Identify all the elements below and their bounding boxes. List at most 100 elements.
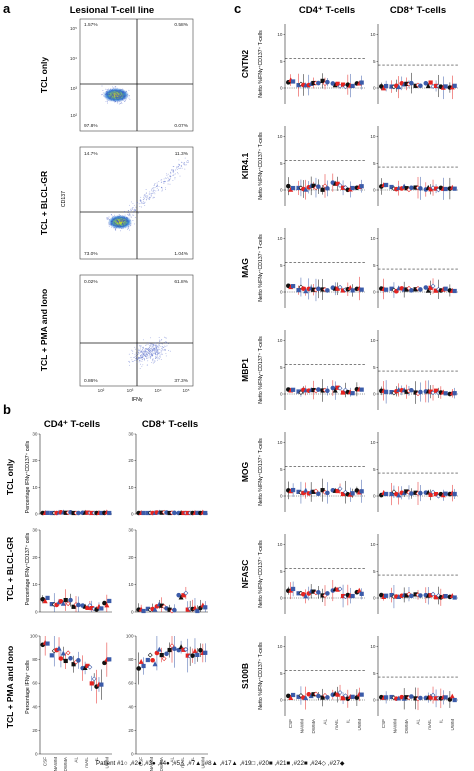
facs-event <box>111 89 113 91</box>
data-point <box>102 660 107 666</box>
b-plot-cd8: 0 20 40 60 80 100 CSF NAWM DWMA AL mAIL IL UWM <box>126 634 208 771</box>
facs-event <box>172 180 174 182</box>
y-tick-label: 0 <box>373 596 376 601</box>
facs-event <box>166 345 168 347</box>
facs-event <box>132 214 134 216</box>
facs-event <box>144 196 146 198</box>
facs-event <box>151 346 153 348</box>
facs-event <box>119 218 121 220</box>
c-plot-cd4: 0 5 10 <box>277 126 365 206</box>
facs-event <box>113 225 115 227</box>
facs-event <box>113 97 115 99</box>
facs-event <box>118 98 120 100</box>
facs-event <box>144 349 146 351</box>
y-tick-label: 10 <box>277 32 283 37</box>
category-label: AL <box>74 757 79 763</box>
facs-event <box>123 226 125 228</box>
facs-event <box>111 223 113 225</box>
facs-event <box>154 355 156 357</box>
facs-event <box>112 95 114 96</box>
facs-event <box>129 211 131 213</box>
data-point <box>145 657 150 663</box>
facs-event <box>148 347 150 349</box>
data-point <box>107 657 112 662</box>
patient-legend: Patient #1○ ,#2● ,#3● ,#4● ,#5△ ,#7▲ ,#8… <box>96 760 345 767</box>
facs-event <box>140 354 142 356</box>
data-point <box>138 658 144 664</box>
facs-event <box>161 179 163 181</box>
data-point <box>452 391 457 396</box>
data-point <box>87 664 93 670</box>
facs-event <box>113 98 115 100</box>
facs-event <box>120 90 122 92</box>
data-point <box>291 692 296 698</box>
y-tick-label: 80 <box>32 657 38 662</box>
data-point <box>316 184 321 189</box>
data-point <box>76 658 81 663</box>
facs-event <box>154 187 156 188</box>
facs-event <box>110 214 112 215</box>
facs-event <box>155 354 157 356</box>
data-point <box>396 492 402 498</box>
facs-event <box>123 96 125 98</box>
data-point <box>335 488 340 494</box>
data-point <box>384 83 389 89</box>
a-xtick-3: 10⁵ <box>182 388 189 393</box>
b-row-label-1: TCL only <box>5 459 15 495</box>
facs-event <box>122 216 124 217</box>
data-point <box>384 182 389 188</box>
c-plot-cd8: 0 5 10 <box>370 432 458 512</box>
facs-event <box>125 220 127 222</box>
facs-event <box>113 220 115 222</box>
facs-event <box>167 178 169 180</box>
facs-event <box>145 195 147 197</box>
facs-event <box>123 216 125 218</box>
facs-event <box>176 166 178 168</box>
facs-event <box>167 173 169 175</box>
facs-event <box>163 341 165 343</box>
c-plot-cd8: 0 5 10 <box>370 126 458 206</box>
y-tick-label: 10 <box>128 582 134 587</box>
facs-event <box>155 346 157 348</box>
facs-event <box>161 187 163 189</box>
facs-event <box>120 219 122 221</box>
facs-event <box>158 347 160 349</box>
a-xlabel: IFNγ <box>132 397 143 403</box>
facs-event <box>152 192 154 194</box>
facs-event <box>156 352 158 354</box>
facs-event <box>138 203 140 205</box>
facs-event <box>169 177 171 179</box>
facs-event <box>147 360 149 362</box>
facs-event <box>142 354 144 356</box>
facs-event <box>146 355 148 357</box>
facs-event <box>108 217 110 219</box>
data-point <box>316 590 321 595</box>
facs-event <box>136 355 138 357</box>
facs-event <box>157 350 159 352</box>
facs-event <box>133 209 135 211</box>
data-point <box>172 646 177 651</box>
facs-event <box>130 224 132 226</box>
y-tick-label: 0 <box>131 610 134 615</box>
facs-event <box>169 176 171 178</box>
facs-event <box>116 90 118 92</box>
data-point <box>409 593 414 599</box>
facs-event <box>146 195 148 197</box>
facs-event <box>156 342 158 344</box>
category-label: DWMA <box>404 718 409 733</box>
facs-event <box>118 220 120 222</box>
facs-event <box>108 223 110 225</box>
facs-event <box>177 173 179 175</box>
data-point <box>350 694 355 699</box>
facs-event <box>114 217 116 219</box>
data-point <box>433 492 439 497</box>
facs-event <box>122 89 124 91</box>
facs-event <box>150 348 152 350</box>
data-point <box>433 388 439 393</box>
facs-event <box>127 227 129 229</box>
data-point <box>291 586 296 592</box>
facs-event <box>187 160 189 162</box>
facs-event <box>171 169 173 171</box>
facs-event <box>122 94 124 96</box>
facs-event <box>136 362 138 364</box>
